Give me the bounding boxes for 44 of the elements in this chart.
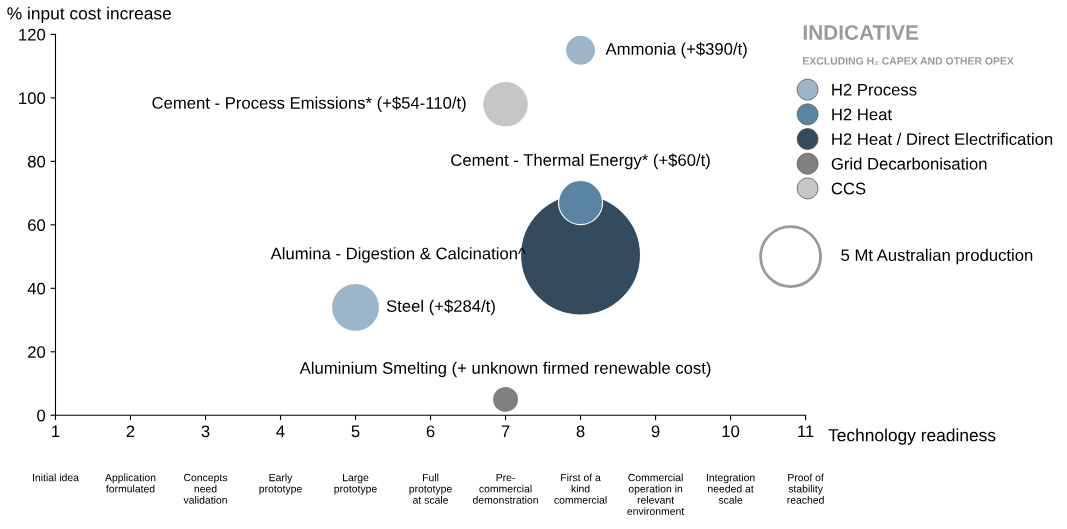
y-tick-label: 0 [37, 409, 46, 422]
legend-label: 5 Mt Australian production [841, 248, 1033, 265]
legend-label: H2 Heat [832, 108, 892, 121]
annotation: Cement - Thermal Energy* (+$60/t) [451, 153, 710, 170]
y-tick-label: 60 [28, 219, 46, 232]
x-tick-label: 1 [52, 425, 60, 438]
text: EXCLUDING H₂ CAPEX AND OTHER OPEX [803, 57, 1014, 65]
legend-label: Grid Decarbonisation [831, 157, 987, 170]
text: Large prototype [334, 473, 377, 495]
annotation: Cement - Process Emissions* (+$54-110/t) [152, 96, 466, 113]
x-tick-label: 3 [201, 425, 210, 438]
x-tick-label: 6 [426, 425, 435, 438]
text: INDICATIVE [803, 25, 919, 40]
text: Proof of stability reached [787, 473, 824, 504]
y-tick-label: 100 [19, 92, 46, 105]
y-tick-label: 80 [27, 155, 46, 168]
x-tick-label: 4 [276, 425, 285, 438]
text: Full prototype at scale [409, 473, 452, 504]
text: Pre- commercial demonstration [472, 473, 538, 504]
x-tick-label: 5 [351, 425, 360, 438]
text: Integration needed at scale [706, 473, 755, 504]
y-tick-label: 20 [28, 346, 46, 358]
x-tick-label: 11 [798, 425, 814, 438]
annotation: Ammonia (+$390/t) [605, 42, 747, 59]
x-tick-label: 10 [722, 425, 740, 438]
text: First of a kind commercial [554, 473, 607, 504]
x-axis-title: Technology readiness [828, 428, 996, 445]
x-tick-label: 9 [651, 425, 660, 438]
text: Initial idea [32, 473, 79, 482]
annotation: Aluminium Smelting (+ unknown firmed renewable cost) [299, 361, 711, 378]
x-tick-label: 2 [126, 425, 135, 438]
text: Application formulated [105, 473, 156, 493]
legend-label: H2 Process [832, 83, 917, 96]
y-tick-label: 120 [19, 28, 46, 41]
x-tick-label: 8 [576, 425, 585, 438]
y-axis-title: % input cost increase [7, 6, 171, 23]
legend-label: H2 Heat / Direct Electrification [832, 132, 1053, 146]
text: Early prototype [259, 473, 302, 495]
y-tick-label: 40 [27, 282, 46, 295]
x-tick-label: 7 [501, 425, 510, 438]
annotation: Steel (+$284/t) [386, 299, 495, 316]
text: Commercial operation in relevant environment [627, 473, 685, 515]
legend-label: CCS [831, 182, 866, 195]
text: Concepts need validation [183, 473, 228, 504]
